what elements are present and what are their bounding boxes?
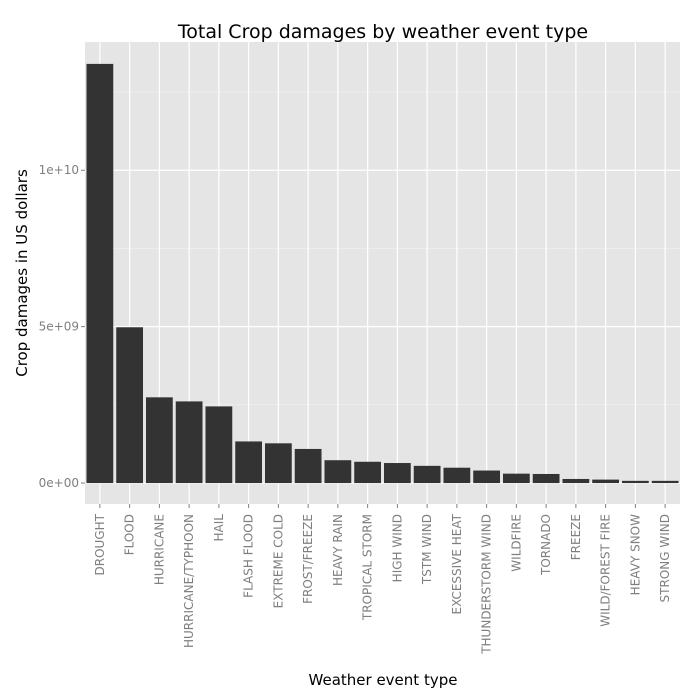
x-tick-label: HAIL <box>212 514 226 542</box>
y-axis: 0e+00 5e+09 1e+10 <box>39 163 85 490</box>
plot-panel <box>85 42 680 504</box>
x-tick-label: STRONG WIND <box>658 514 672 602</box>
x-tick-label: EXTREME COLD <box>271 514 285 608</box>
bar-series <box>86 63 679 484</box>
x-axis: DROUGHT FLOOD HURRICANE HURRICANE/TYPHOON HA… <box>93 504 672 655</box>
y-tick-label: 0e+00 <box>39 476 79 490</box>
x-tick-label: TSTM WIND <box>420 514 434 585</box>
bar <box>621 480 649 484</box>
bar <box>532 473 560 484</box>
bar <box>175 401 203 484</box>
x-tick-label: FREEZE <box>569 514 583 560</box>
y-tick-label: 1e+10 <box>39 163 79 177</box>
bar <box>443 467 471 484</box>
x-tick-label: WILD/FOREST FIRE <box>599 514 613 627</box>
x-tick-label: TORNADO <box>539 514 553 576</box>
x-tick-label: HIGH WIND <box>390 514 404 582</box>
bar <box>145 397 173 484</box>
bar <box>502 473 530 484</box>
x-tick-label: WILDFIRE <box>509 514 523 572</box>
x-tick-label: TROPICAL STORM <box>361 514 375 621</box>
x-tick-label: FLOOD <box>123 514 137 555</box>
x-tick-label: EXCESSIVE HEAT <box>450 513 464 614</box>
x-axis-title: Weather event type <box>309 671 458 689</box>
bar <box>473 470 501 484</box>
bar <box>205 406 233 484</box>
x-tick-label: HURRICANE/TYPHOON <box>182 514 196 648</box>
y-axis-title: Crop damages in US dollars <box>13 169 31 377</box>
x-tick-label: FLASH FLOOD <box>242 514 256 598</box>
bar <box>383 463 411 484</box>
bar <box>264 443 292 484</box>
bar <box>354 461 382 484</box>
major-gridlines <box>85 42 680 504</box>
bar <box>651 480 679 484</box>
bar <box>294 448 322 484</box>
bar <box>235 441 263 484</box>
x-tick-label: THUNDERSTORM WIND <box>480 514 494 655</box>
bar <box>116 327 144 484</box>
x-tick-label: FROST/FREEZE <box>301 514 315 604</box>
bar <box>86 63 114 484</box>
y-tick-label: 5e+09 <box>39 320 79 334</box>
x-tick-label: DROUGHT <box>93 513 107 575</box>
x-tick-label: HEAVY RAIN <box>331 514 345 586</box>
bar <box>592 479 620 484</box>
x-tick-label: HEAVY SNOW <box>628 514 642 595</box>
x-tick-label: HURRICANE <box>152 514 166 585</box>
bar <box>562 478 590 484</box>
chart-title: Total Crop damages by weather event type <box>177 21 588 43</box>
bar <box>413 465 441 484</box>
bar <box>324 460 352 484</box>
